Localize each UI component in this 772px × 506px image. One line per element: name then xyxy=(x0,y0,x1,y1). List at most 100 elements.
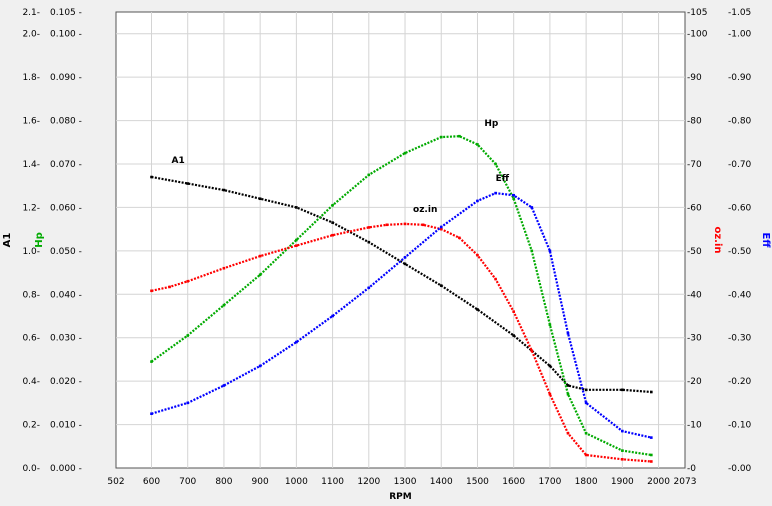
series-line xyxy=(151,222,652,463)
x-tick-label: 1800 xyxy=(575,477,598,487)
ozin-tick-label: -40 xyxy=(687,290,702,300)
eff-tick-label: -0.10 xyxy=(728,421,752,431)
data-point xyxy=(222,188,226,192)
data-point xyxy=(186,401,190,405)
hp-tick-label: 0.000 - xyxy=(50,464,82,474)
data-point xyxy=(584,431,588,435)
x-tick-label: 1900 xyxy=(611,477,634,487)
ozin-tick-label: -10 xyxy=(687,421,702,431)
x-tick-label: 1200 xyxy=(357,477,380,487)
data-point xyxy=(439,135,443,139)
ozin-tick-label: -70 xyxy=(687,160,702,170)
x-tick-label: 502 xyxy=(107,477,124,487)
a1-tick-label: 1.2- xyxy=(22,203,40,213)
x-tick-label: 900 xyxy=(252,477,269,487)
labels: A1 Hp oz.in Eff xyxy=(171,119,509,215)
data-point xyxy=(512,197,515,201)
data-point xyxy=(566,332,570,335)
data-point xyxy=(548,392,552,396)
series xyxy=(150,134,653,463)
ozin-tick-label: -80 xyxy=(687,117,702,127)
data-point xyxy=(367,240,371,244)
data-point xyxy=(458,134,461,138)
hp-tick-label: 0.020 - xyxy=(50,377,82,387)
hp-tick-label: 0.070 - xyxy=(50,160,82,170)
data-point xyxy=(566,384,570,387)
data-point xyxy=(439,227,443,231)
data-point xyxy=(650,436,653,439)
data-point xyxy=(258,254,262,258)
a1-tick-label: 1.8- xyxy=(22,73,40,83)
eff-tick-label: -0.50 xyxy=(728,247,752,257)
data-point xyxy=(222,303,226,307)
data-point xyxy=(222,266,226,270)
data-point xyxy=(403,222,407,226)
eff-tick-label: -0.00 xyxy=(728,464,752,474)
ozin-tick-label: -20 xyxy=(687,377,702,387)
a1-tick-label: 0.6- xyxy=(22,334,40,344)
hp-tick-label: 0.080 - xyxy=(50,117,82,127)
ozin-tick-label: -60 xyxy=(687,203,702,213)
data-point xyxy=(650,453,653,457)
x-tick-label: 1400 xyxy=(430,477,453,487)
x-tick-label: 1600 xyxy=(502,477,525,487)
data-point xyxy=(512,310,515,313)
data-point xyxy=(222,384,226,387)
eff-tick-label: -0.20 xyxy=(728,377,752,387)
data-point xyxy=(150,360,153,363)
eff-tick-label: -0.60 xyxy=(728,203,752,213)
eff-tick-label: -0.90 xyxy=(728,73,752,83)
eff-tick-label: -1.05 xyxy=(728,8,751,18)
data-point xyxy=(295,238,298,242)
eff-tick-label: -0.80 xyxy=(728,117,752,127)
data-point xyxy=(258,197,262,201)
data-point xyxy=(168,285,171,289)
hp-tick-label: 0.010 - xyxy=(50,421,82,431)
data-point xyxy=(258,273,262,277)
data-point xyxy=(331,314,334,318)
annotation-label: Hp xyxy=(484,119,499,129)
data-point xyxy=(548,323,552,326)
grid xyxy=(116,12,685,468)
data-point xyxy=(494,277,497,281)
data-point xyxy=(403,262,407,266)
data-point xyxy=(295,244,298,247)
ozin-tick-label: -0 xyxy=(687,464,696,474)
hp-tick-label: 0.050 - xyxy=(50,247,82,257)
data-point xyxy=(621,429,624,433)
data-point xyxy=(331,221,334,224)
data-point xyxy=(367,173,371,177)
data-point xyxy=(494,191,497,195)
ozin-tick-label: -105 xyxy=(687,8,707,18)
hp-tick-label: 0.030 - xyxy=(50,334,82,344)
hp-tick-label: 0.090 - xyxy=(50,73,82,83)
data-point xyxy=(186,182,190,185)
data-point xyxy=(566,392,570,396)
data-point xyxy=(584,453,588,457)
eff-tick-label: -1.00 xyxy=(728,30,752,40)
data-point xyxy=(421,223,425,227)
data-point xyxy=(403,256,407,259)
hp-tick-label: 0.040 - xyxy=(50,290,82,300)
data-point xyxy=(494,162,497,166)
data-point xyxy=(476,143,479,146)
series-eff xyxy=(150,191,653,439)
data-point xyxy=(512,193,515,197)
data-point xyxy=(439,284,443,287)
data-point xyxy=(331,233,334,237)
a1-tick-label: 0.4- xyxy=(22,377,40,387)
a1-tick-label: 0.2- xyxy=(22,421,40,431)
x-tick-label: 600 xyxy=(143,477,160,487)
data-point xyxy=(548,249,552,253)
ozin-tick-label: -30 xyxy=(687,334,702,344)
a1-axis-title: A1 xyxy=(2,233,13,248)
data-point xyxy=(331,203,334,207)
ozin-tick-label: -50 xyxy=(687,247,702,257)
x-tick-label: 1000 xyxy=(285,477,308,487)
annotation-label: oz.in xyxy=(413,205,437,215)
eff-tick-label: -0.30 xyxy=(728,334,752,344)
a1-tick-label: 1.4- xyxy=(22,160,40,170)
data-point xyxy=(584,388,588,392)
x-tick-label: 2073 xyxy=(674,477,697,487)
series-line xyxy=(151,191,652,439)
